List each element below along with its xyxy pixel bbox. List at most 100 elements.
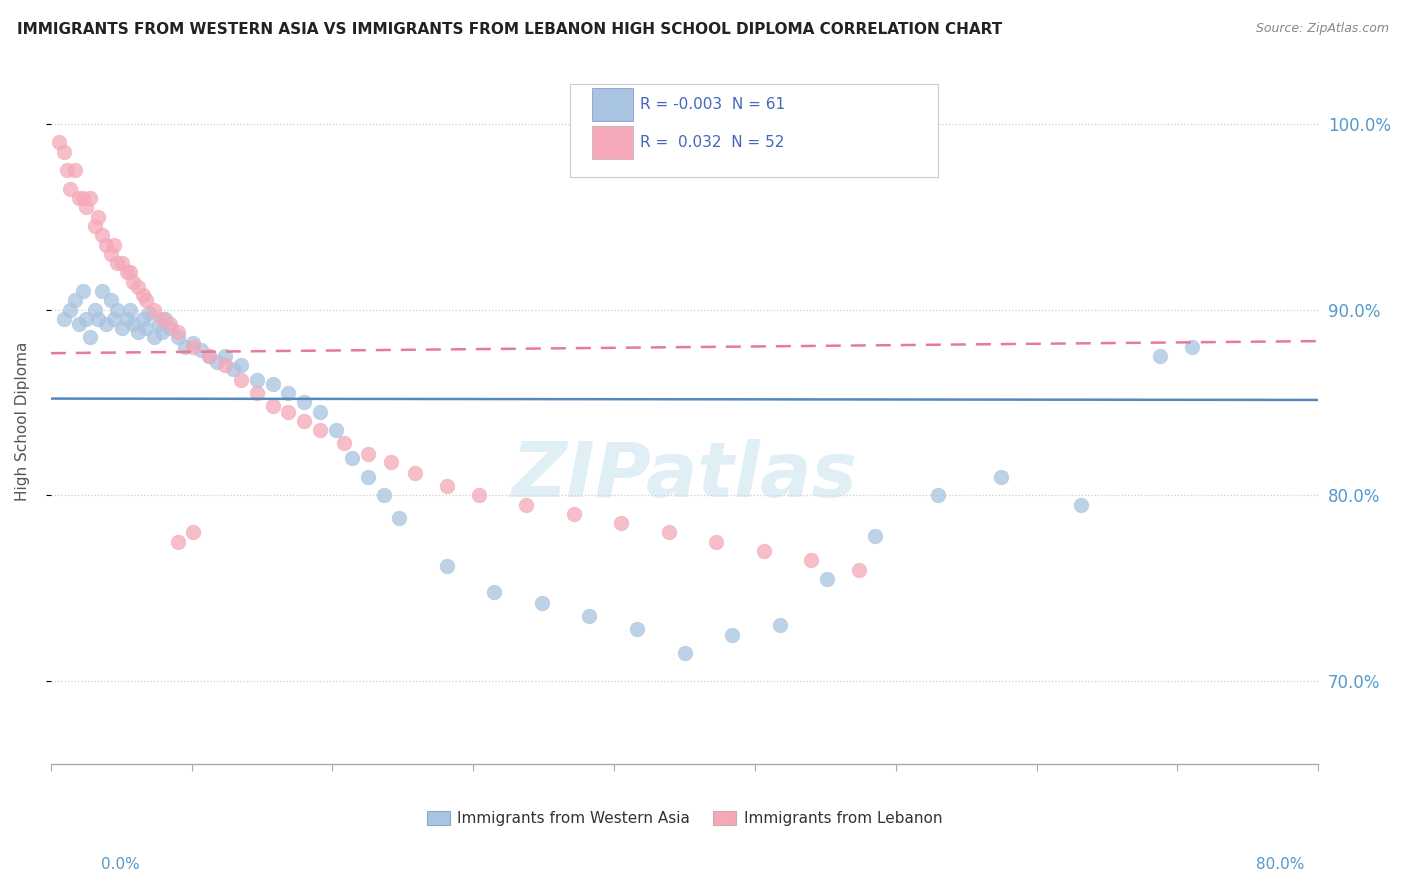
Text: R =  0.032  N = 52: R = 0.032 N = 52 (640, 136, 785, 150)
Point (246, 373, 269, 387)
Point (658, 525, 681, 540)
Point (90, 228, 112, 243)
Point (115, 265, 138, 279)
Point (768, 618, 790, 632)
Point (96, 237, 118, 252)
Point (380, 455, 402, 469)
Point (153, 311, 176, 326)
Point (135, 293, 157, 308)
Point (132, 311, 155, 326)
Point (190, 343, 212, 358)
Point (150, 311, 173, 326)
Point (118, 302, 141, 317)
Point (174, 340, 197, 354)
Point (63, 163, 86, 178)
Point (105, 302, 128, 317)
Point (105, 256, 128, 270)
Point (75, 311, 97, 326)
Point (309, 423, 332, 437)
Point (404, 466, 426, 480)
Point (84, 219, 107, 233)
Point (183, 525, 205, 540)
Point (103, 311, 125, 326)
Point (229, 358, 252, 372)
Legend: Immigrants from Western Asia, Immigrants from Lebanon: Immigrants from Western Asia, Immigrants… (420, 805, 949, 832)
Point (848, 562, 870, 576)
Point (292, 395, 315, 409)
Point (198, 349, 221, 363)
Point (159, 321, 181, 335)
Point (530, 596, 553, 610)
Point (815, 572, 838, 586)
Point (246, 386, 269, 401)
Y-axis label: High School Diploma: High School Diploma (15, 342, 30, 500)
Point (436, 558, 458, 573)
Point (127, 325, 149, 339)
Point (67, 191, 90, 205)
Point (79, 330, 101, 344)
Point (142, 302, 165, 317)
Point (626, 622, 648, 636)
Point (132, 287, 155, 301)
Point (562, 507, 585, 521)
Point (159, 318, 181, 332)
Point (103, 237, 125, 252)
Point (118, 265, 141, 279)
Text: ZIPatlas: ZIPatlas (512, 439, 858, 513)
Point (115, 311, 138, 326)
Point (373, 488, 395, 502)
Point (52, 145, 75, 159)
Point (1070, 498, 1092, 512)
Point (67, 318, 90, 332)
Point (96, 318, 118, 332)
Text: 80.0%: 80.0% (1257, 857, 1305, 872)
Point (229, 373, 252, 387)
Point (122, 318, 145, 332)
Text: Source: ZipAtlas.com: Source: ZipAtlas.com (1256, 22, 1389, 36)
Point (673, 646, 696, 660)
Point (436, 479, 458, 493)
Point (214, 358, 236, 372)
Point (55, 163, 77, 178)
Point (990, 469, 1012, 483)
Point (357, 469, 380, 483)
Point (863, 529, 886, 543)
Point (357, 447, 380, 461)
Point (138, 306, 160, 320)
Point (752, 544, 775, 558)
Point (1180, 340, 1202, 354)
Point (72, 284, 94, 298)
Point (122, 275, 145, 289)
Point (198, 349, 221, 363)
Point (578, 609, 600, 624)
Point (1149, 349, 1171, 363)
Point (48, 136, 70, 150)
Point (166, 330, 188, 344)
Point (388, 510, 411, 524)
Text: 0.0%: 0.0% (101, 857, 141, 872)
Point (515, 498, 537, 512)
Point (79, 191, 101, 205)
Point (72, 191, 94, 205)
FancyBboxPatch shape (571, 85, 938, 177)
Point (150, 325, 173, 339)
Point (277, 386, 299, 401)
Point (721, 627, 744, 641)
Point (100, 293, 122, 308)
Point (183, 336, 205, 351)
Point (59, 182, 82, 196)
Point (75, 201, 97, 215)
Point (467, 488, 489, 502)
FancyBboxPatch shape (592, 88, 633, 121)
Point (135, 321, 157, 335)
Point (84, 302, 107, 317)
Point (166, 325, 188, 339)
Point (277, 405, 299, 419)
Point (166, 534, 188, 549)
Point (333, 436, 356, 450)
Point (262, 376, 284, 391)
Point (292, 414, 315, 428)
Point (87, 210, 110, 224)
Point (309, 405, 332, 419)
Point (183, 340, 205, 354)
